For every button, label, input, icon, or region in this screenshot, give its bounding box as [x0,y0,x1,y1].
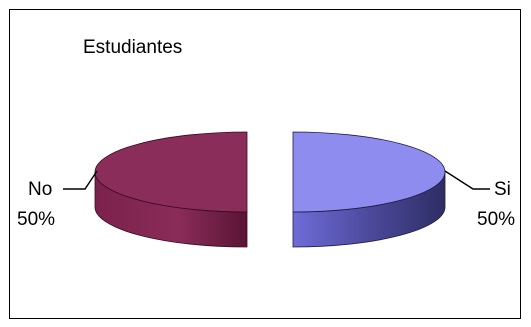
slice-no-top [94,131,248,213]
slice-si [292,131,446,248]
leader-line-no [63,170,98,190]
label-no-value: 50% [17,209,55,230]
slice-si-top [292,131,446,213]
label-si-value: 50% [477,209,515,230]
leader-line-si [444,170,490,190]
chart-title: Estudiantes [83,37,182,58]
label-si-name: Si [494,179,511,200]
label-no-name: No [28,179,52,200]
slice-no [94,131,248,248]
